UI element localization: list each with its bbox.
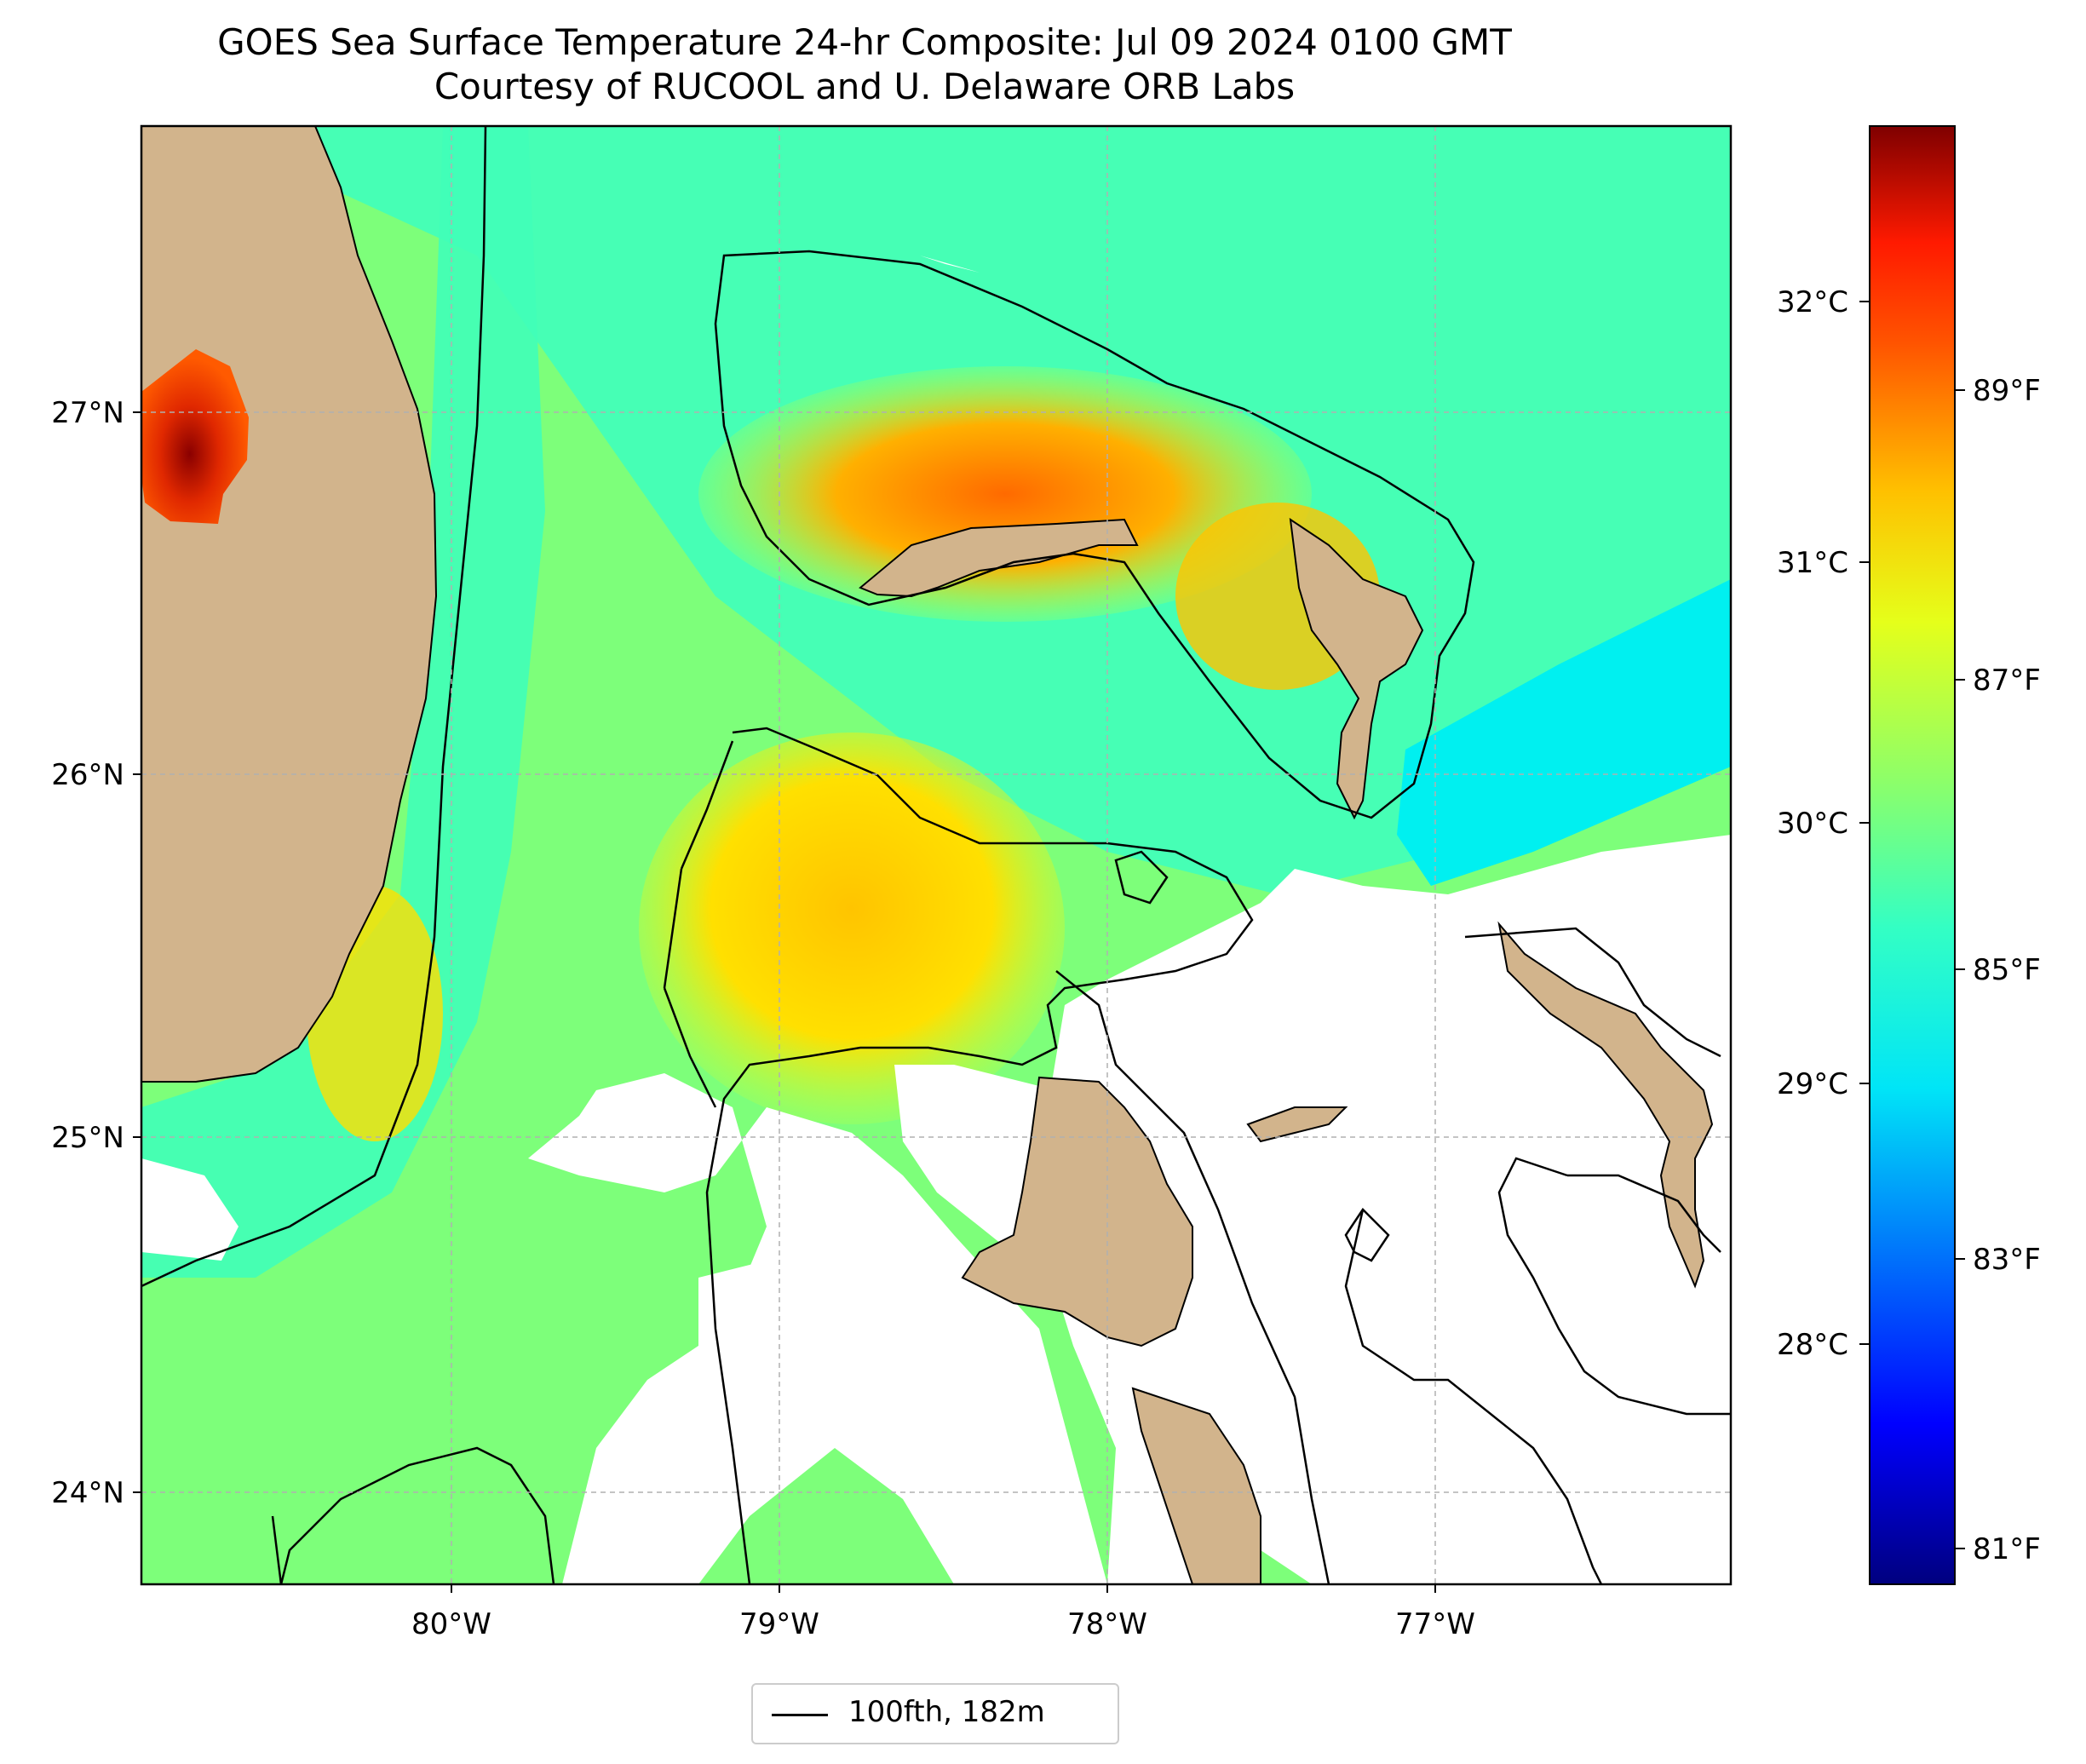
fahrenheit-tick-label: 89°F <box>1973 374 2041 408</box>
legend: 100fth, 182m <box>751 1683 1119 1744</box>
florida-current <box>141 126 545 1278</box>
lat-ticks <box>133 411 141 1493</box>
map-plot-area <box>141 126 1731 1584</box>
south-andros-land <box>1131 1387 1261 1584</box>
no-data-east <box>1031 835 1731 1584</box>
abaco-land <box>1289 517 1424 820</box>
celsius-tick-label: 31°C <box>1777 546 1848 580</box>
no-data-south <box>528 1073 1107 1584</box>
cold-water-east <box>1397 579 1731 886</box>
lat-tick-label: 25°N <box>51 1121 124 1155</box>
colorbar <box>1869 125 1956 1585</box>
legend-line-swatch <box>772 1714 828 1716</box>
isobath-100fth <box>141 126 1731 1584</box>
colorbar-fahrenheit-ticks <box>1955 389 1965 1549</box>
celsius-tick-label: 29°C <box>1777 1067 1848 1101</box>
lon-tick-label: 78°W <box>1067 1607 1147 1641</box>
lon-tick-label: 79°W <box>739 1607 819 1641</box>
celsius-tick-label: 32°C <box>1777 285 1848 319</box>
fahrenheit-tick-label: 83°F <box>1973 1243 2041 1277</box>
andros-land <box>961 1076 1193 1347</box>
warm-region-south <box>639 733 1065 1124</box>
lat-tick-label: 27°N <box>51 396 124 430</box>
grid <box>141 126 1731 1584</box>
celsius-tick-label: 28°C <box>1777 1328 1848 1362</box>
map-title-line1: GOES Sea Surface Temperature 24-hr Compo… <box>217 21 1512 63</box>
lon-tick-label: 77°W <box>1395 1607 1475 1641</box>
fahrenheit-tick-label: 85°F <box>1973 953 2041 987</box>
map-frame <box>140 124 1733 1586</box>
fahrenheit-tick-label: 81°F <box>1973 1532 2041 1566</box>
no-data-keys <box>141 1158 238 1261</box>
lat-tick-label: 24°N <box>51 1476 124 1510</box>
lake-okeechobee-hot-spot <box>141 349 249 524</box>
colorbar-celsius-ticks <box>1859 301 1870 1345</box>
lat-tick-label: 26°N <box>51 758 124 792</box>
lon-tick-label: 80°W <box>411 1607 491 1641</box>
no-data-gap <box>698 1261 801 1380</box>
lon-ticks <box>451 1584 1436 1593</box>
new-providence-land <box>1246 1106 1348 1143</box>
map-title-line2: Courtesy of RUCOOL and U. Delaware ORB L… <box>434 66 1296 107</box>
fahrenheit-tick-label: 87°F <box>1973 664 2041 698</box>
eleuthera-land <box>1497 921 1714 1289</box>
warm-region-north <box>698 366 1312 622</box>
legend-label: 100fth, 182m <box>848 1695 1045 1729</box>
celsius-tick-label: 30°C <box>1777 807 1848 841</box>
